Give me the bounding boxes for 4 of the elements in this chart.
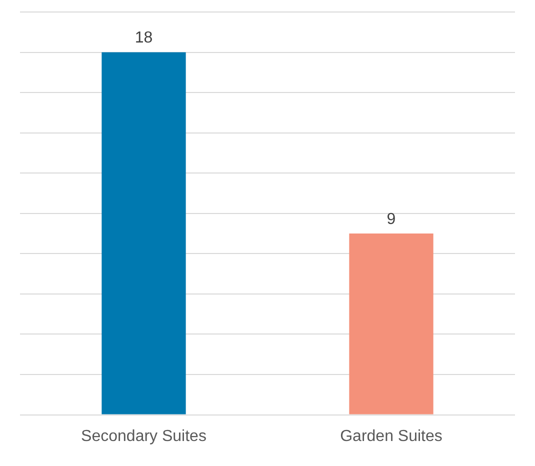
data-label: 9 (386, 210, 396, 228)
x-tick-label: Secondary Suites (81, 428, 206, 445)
x-tick-label: Garden Suites (340, 428, 442, 445)
data-label: 18 (134, 30, 153, 47)
